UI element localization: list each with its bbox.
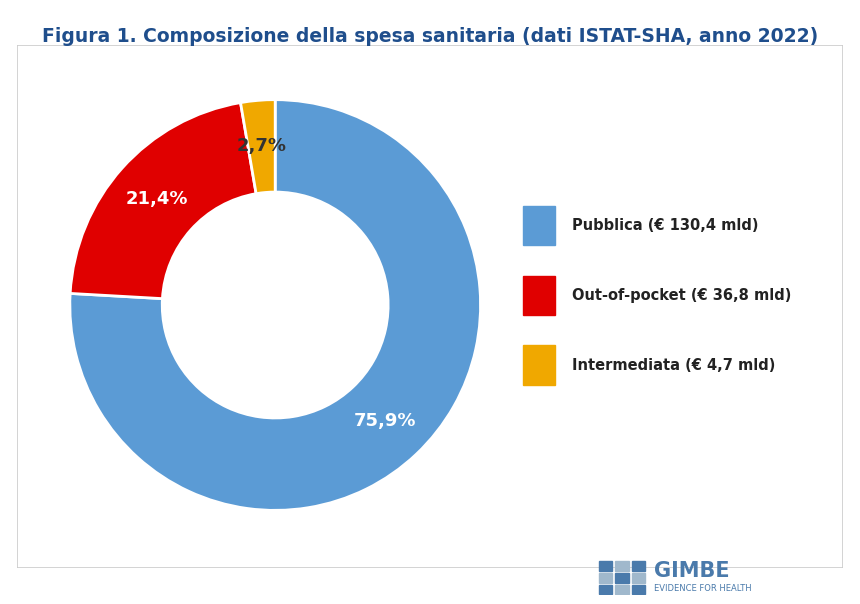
Bar	[632, 573, 645, 583]
Text: Out-of-pocket (€ 36,8 mld): Out-of-pocket (€ 36,8 mld)	[572, 288, 791, 303]
Bar	[523, 207, 556, 245]
Wedge shape	[241, 100, 275, 194]
Text: 2,7%: 2,7%	[237, 138, 286, 155]
Text: Intermediata (€ 4,7 mld): Intermediata (€ 4,7 mld)	[572, 358, 775, 373]
Text: EVIDENCE FOR HEALTH: EVIDENCE FOR HEALTH	[654, 584, 752, 593]
Bar	[632, 562, 645, 571]
Text: Pubblica (€ 130,4 mld): Pubblica (€ 130,4 mld)	[572, 219, 758, 233]
Bar	[599, 585, 612, 594]
Text: Figura 1. Composizione della spesa sanitaria (dati ISTAT-SHA, anno 2022): Figura 1. Composizione della spesa sanit…	[42, 27, 818, 46]
Text: 21,4%: 21,4%	[126, 190, 187, 208]
Wedge shape	[71, 103, 256, 298]
Bar	[599, 562, 612, 571]
Bar	[523, 276, 556, 315]
Wedge shape	[70, 100, 481, 510]
Bar	[615, 573, 629, 583]
Text: 75,9%: 75,9%	[353, 412, 415, 429]
Bar	[523, 345, 556, 385]
Bar	[615, 585, 629, 594]
Bar	[615, 562, 629, 571]
Bar	[632, 585, 645, 594]
Text: GIMBE: GIMBE	[654, 561, 729, 581]
Bar	[599, 573, 612, 583]
